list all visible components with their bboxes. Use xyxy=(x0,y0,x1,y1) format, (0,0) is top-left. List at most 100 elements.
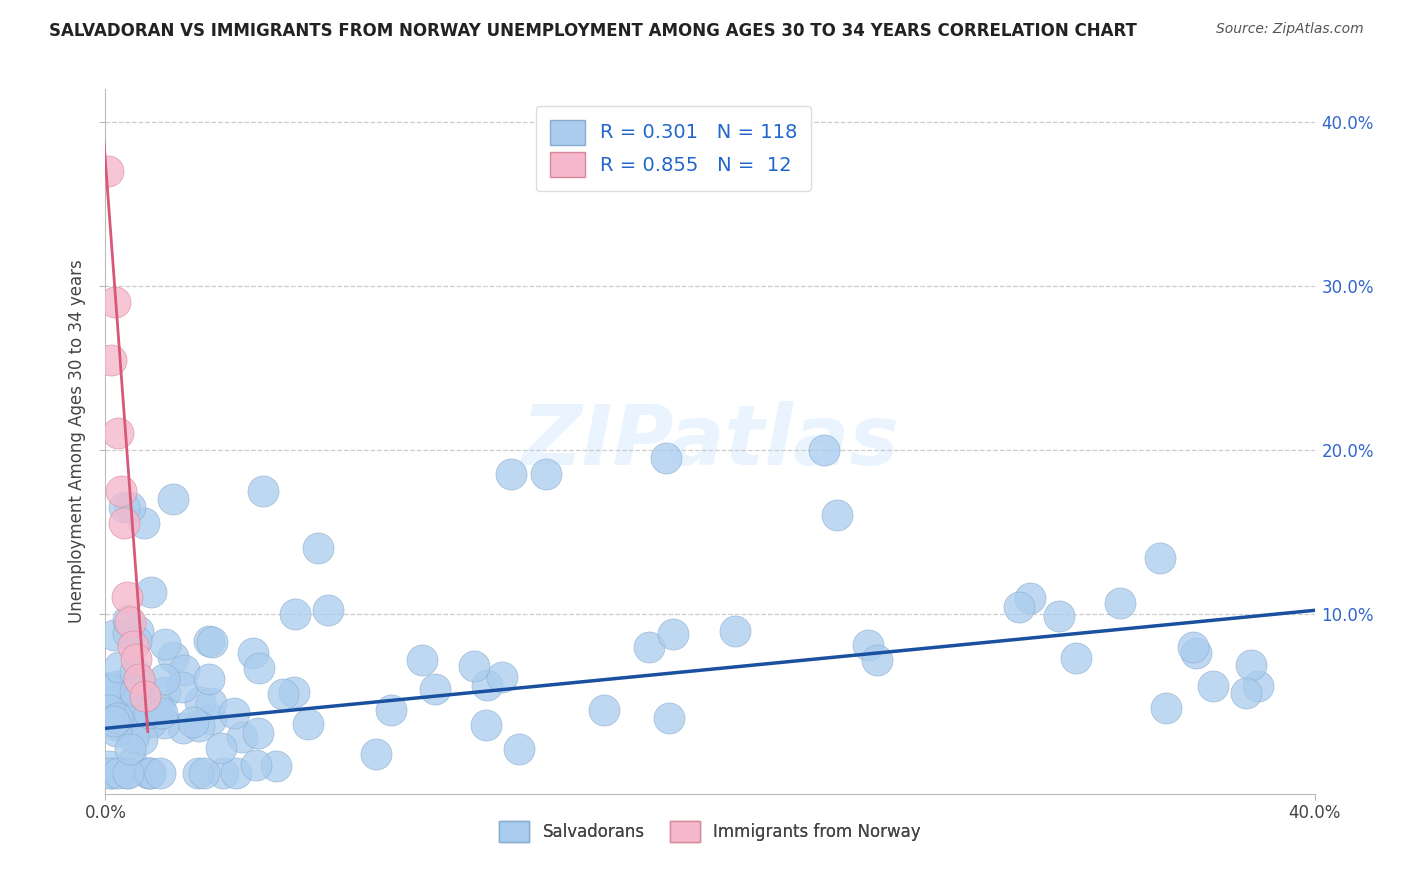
Point xyxy=(148,701,170,715)
Point xyxy=(242,646,264,660)
Point xyxy=(187,765,209,780)
Point xyxy=(121,756,143,771)
Point xyxy=(592,703,614,717)
Point xyxy=(508,742,530,756)
Point xyxy=(155,637,177,651)
Point xyxy=(1047,608,1070,623)
Y-axis label: Unemployment Among Ages 30 to 34 years: Unemployment Among Ages 30 to 34 years xyxy=(67,260,86,624)
Point xyxy=(222,706,245,720)
Point xyxy=(117,625,139,640)
Point xyxy=(117,613,139,627)
Point xyxy=(1240,657,1263,672)
Point xyxy=(475,718,498,732)
Point xyxy=(118,741,141,756)
Point xyxy=(316,603,339,617)
Point xyxy=(247,726,270,740)
Point xyxy=(463,659,485,673)
Point xyxy=(139,585,162,599)
Point xyxy=(103,627,125,641)
Point xyxy=(247,661,270,675)
Point xyxy=(201,635,224,649)
Point xyxy=(825,508,848,523)
Point xyxy=(153,672,176,686)
Point xyxy=(98,680,121,694)
Point xyxy=(124,665,146,679)
Point xyxy=(187,718,209,732)
Point xyxy=(172,721,194,735)
Point xyxy=(153,684,176,698)
Legend: Salvadorans, Immigrants from Norway: Salvadorans, Immigrants from Norway xyxy=(492,814,928,849)
Point xyxy=(658,711,681,725)
Point xyxy=(149,765,172,780)
Point xyxy=(128,672,150,686)
Point xyxy=(264,759,287,773)
Point xyxy=(200,696,222,710)
Point xyxy=(181,715,204,730)
Point xyxy=(105,711,128,725)
Point xyxy=(637,640,659,655)
Point xyxy=(724,624,747,639)
Point xyxy=(108,692,131,706)
Point xyxy=(98,702,121,716)
Point xyxy=(101,765,124,780)
Point xyxy=(534,467,557,482)
Point xyxy=(211,765,233,780)
Point xyxy=(98,759,121,773)
Point xyxy=(284,607,307,621)
Point xyxy=(475,678,498,692)
Point xyxy=(124,652,148,666)
Point xyxy=(103,295,125,310)
Point xyxy=(136,765,159,780)
Point xyxy=(103,714,125,728)
Text: SALVADORAN VS IMMIGRANTS FROM NORWAY UNEMPLOYMENT AMONG AGES 30 TO 34 YEARS CORR: SALVADORAN VS IMMIGRANTS FROM NORWAY UNE… xyxy=(49,22,1137,40)
Point xyxy=(138,706,160,720)
Point xyxy=(136,714,159,729)
Point xyxy=(135,700,157,714)
Point xyxy=(193,765,215,780)
Point xyxy=(134,689,156,703)
Point xyxy=(198,633,221,648)
Point xyxy=(364,747,387,761)
Point xyxy=(1064,651,1087,665)
Point xyxy=(1108,596,1130,610)
Point xyxy=(499,467,522,482)
Point xyxy=(134,516,156,531)
Point xyxy=(131,731,153,746)
Point xyxy=(411,652,433,666)
Point xyxy=(112,516,135,531)
Point xyxy=(97,683,120,698)
Point xyxy=(112,500,135,514)
Point xyxy=(252,483,274,498)
Point xyxy=(162,650,184,665)
Point xyxy=(1149,551,1171,566)
Point xyxy=(153,716,176,731)
Point xyxy=(200,712,222,726)
Point xyxy=(1154,700,1177,714)
Point xyxy=(127,624,149,638)
Point xyxy=(104,718,127,732)
Point xyxy=(122,730,145,744)
Point xyxy=(117,765,139,780)
Point xyxy=(209,740,232,755)
Point xyxy=(107,426,129,441)
Point xyxy=(866,653,889,667)
Point xyxy=(283,685,305,699)
Point xyxy=(1234,685,1257,699)
Point xyxy=(813,442,835,457)
Text: ZIPatlas: ZIPatlas xyxy=(522,401,898,482)
Point xyxy=(125,633,148,648)
Point xyxy=(121,640,143,654)
Point xyxy=(150,706,173,720)
Point xyxy=(297,717,319,731)
Point xyxy=(110,483,132,498)
Text: Source: ZipAtlas.com: Source: ZipAtlas.com xyxy=(1216,22,1364,37)
Point xyxy=(423,681,446,696)
Point xyxy=(1008,599,1031,614)
Point xyxy=(1181,640,1204,654)
Point xyxy=(307,541,329,555)
Point xyxy=(271,687,294,701)
Point xyxy=(856,638,879,652)
Point xyxy=(662,627,685,641)
Point xyxy=(138,765,160,780)
Point xyxy=(124,722,146,736)
